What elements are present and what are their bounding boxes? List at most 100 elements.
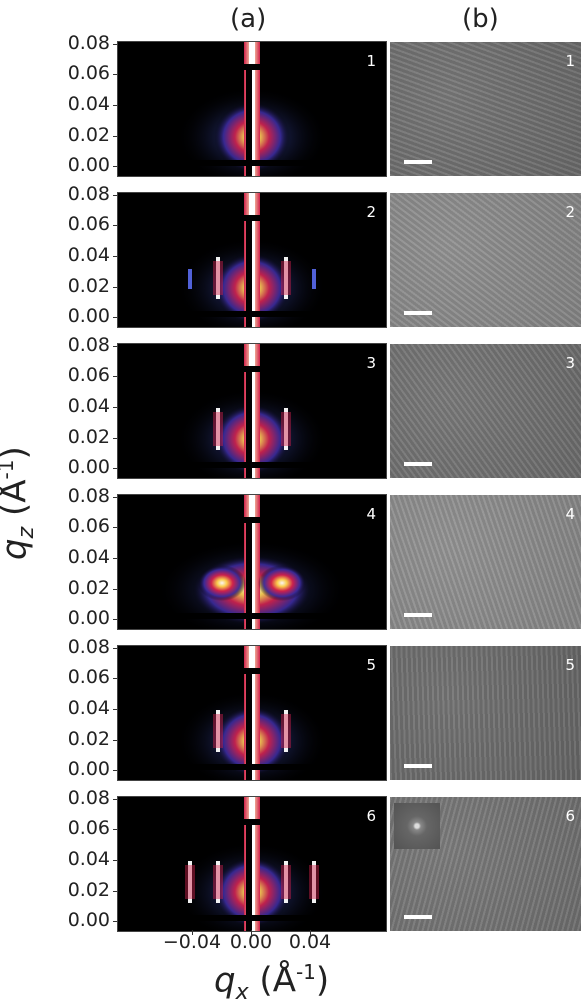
y-tick-label: 0.00 bbox=[67, 758, 110, 780]
y-tick-label: 0.06 bbox=[67, 817, 110, 839]
y-tick-label: 0.08 bbox=[67, 183, 110, 205]
panel-number: 3 bbox=[366, 354, 376, 372]
y-tick-mark bbox=[113, 829, 118, 830]
x-axis-unit-exp: -1 bbox=[295, 960, 316, 984]
bragg-peak-halo bbox=[281, 865, 291, 899]
x-tick-label: 0.04 bbox=[288, 931, 332, 953]
bragg-peak-halo bbox=[185, 865, 195, 899]
beamstop-upper-bar bbox=[222, 366, 282, 372]
y-tick-mark bbox=[113, 74, 118, 75]
beamstop-vertical bbox=[246, 66, 252, 176]
y-tick-mark bbox=[113, 619, 118, 620]
x-axis-label: qx (Å-1) bbox=[214, 960, 329, 1005]
y-tick-label: 0.06 bbox=[67, 213, 110, 235]
bragg-peak bbox=[216, 257, 220, 299]
sem-micrograph-3: 3 bbox=[390, 344, 581, 478]
panel-number: 3 bbox=[565, 354, 575, 372]
y-tick-mark bbox=[113, 44, 118, 45]
sem-micrograph-4: 4 bbox=[390, 495, 581, 629]
x-tick-mark bbox=[310, 930, 311, 935]
y-tick-mark bbox=[113, 921, 118, 922]
y-tick-label: 0.02 bbox=[67, 426, 110, 448]
panel-number: 1 bbox=[366, 52, 376, 70]
y-tick-mark bbox=[113, 256, 118, 257]
gisaxs-panel-1: 1 bbox=[117, 41, 387, 177]
bragg-peak-halo bbox=[309, 865, 319, 899]
scale-bar bbox=[404, 462, 432, 466]
detector-gap bbox=[138, 160, 366, 166]
y-tick-label: 0.04 bbox=[67, 244, 110, 266]
column-header-a: (a) bbox=[230, 4, 267, 34]
y-tick-mark bbox=[113, 195, 118, 196]
x-axis-subscript: x bbox=[235, 980, 249, 1005]
y-tick-label: 0.04 bbox=[67, 848, 110, 870]
bragg-peak-halo bbox=[213, 261, 223, 295]
y-tick-label: 0.02 bbox=[67, 577, 110, 599]
y-tick-mark bbox=[113, 317, 118, 318]
panel-number: 1 bbox=[565, 52, 575, 70]
bragg-peak bbox=[188, 861, 192, 903]
y-tick-label: 0.08 bbox=[67, 32, 110, 54]
y-tick-label: 0.04 bbox=[67, 395, 110, 417]
y-tick-label: 0.06 bbox=[67, 515, 110, 537]
y-tick-label: 0.06 bbox=[67, 666, 110, 688]
y-tick-label: 0.02 bbox=[67, 124, 110, 146]
scale-bar bbox=[404, 764, 432, 768]
y-tick-label: 0.04 bbox=[67, 697, 110, 719]
sem-micrograph-5: 5 bbox=[390, 646, 581, 780]
scattering-pattern bbox=[138, 495, 366, 629]
bragg-peak-halo bbox=[213, 714, 223, 748]
beamstop-upper-bar bbox=[222, 64, 282, 70]
detector-gap bbox=[138, 764, 366, 770]
scale-bar bbox=[404, 160, 432, 164]
beamstop-upper-bar bbox=[222, 819, 282, 825]
beamstop-upper-bar bbox=[222, 215, 282, 221]
detector-gap bbox=[138, 613, 366, 619]
panel-number: 5 bbox=[366, 656, 376, 674]
y-tick-mark bbox=[113, 558, 118, 559]
y-tick-mark bbox=[113, 740, 118, 741]
scale-bar bbox=[404, 915, 432, 919]
y-tick-label: 0.00 bbox=[67, 607, 110, 629]
scattering-pattern bbox=[138, 646, 366, 780]
y-tick-mark bbox=[113, 468, 118, 469]
panel-number: 2 bbox=[565, 203, 575, 221]
bragg-peak-halo bbox=[281, 412, 291, 446]
y-tick-mark bbox=[113, 860, 118, 861]
x-tick-label: 0.00 bbox=[229, 931, 273, 953]
bragg-peak-secondary bbox=[312, 269, 316, 289]
scattering-pattern bbox=[138, 344, 366, 478]
fft-inset bbox=[394, 803, 440, 849]
y-tick-mark bbox=[113, 376, 118, 377]
y-tick-mark bbox=[113, 225, 118, 226]
y-tick-mark bbox=[113, 438, 118, 439]
panel-number: 4 bbox=[565, 505, 575, 523]
x-tick-mark bbox=[251, 930, 252, 935]
y-tick-mark bbox=[113, 105, 118, 106]
gisaxs-panel-3: 3 bbox=[117, 343, 387, 479]
y-tick-label: 0.00 bbox=[67, 305, 110, 327]
panel-number: 6 bbox=[565, 807, 575, 825]
beamstop-vertical bbox=[246, 217, 252, 327]
bragg-peak bbox=[284, 257, 288, 299]
panel-number: 6 bbox=[366, 807, 376, 825]
bragg-peak bbox=[284, 408, 288, 450]
bragg-peak bbox=[216, 710, 220, 752]
detector-gap bbox=[138, 311, 366, 317]
panel-number: 2 bbox=[366, 203, 376, 221]
panel-number: 5 bbox=[565, 656, 575, 674]
bragg-peak-halo bbox=[213, 412, 223, 446]
y-tick-label: 0.00 bbox=[67, 154, 110, 176]
y-tick-mark bbox=[113, 166, 118, 167]
y-tick-label: 0.02 bbox=[67, 728, 110, 750]
sem-micrograph-2: 2 bbox=[390, 193, 581, 327]
y-tick-mark bbox=[113, 770, 118, 771]
y-tick-label: 0.06 bbox=[67, 62, 110, 84]
bragg-peak bbox=[312, 861, 316, 903]
beamstop-vertical bbox=[246, 670, 252, 780]
y-tick-mark bbox=[113, 527, 118, 528]
x-tick-mark bbox=[192, 930, 193, 935]
beamstop-vertical bbox=[246, 368, 252, 478]
y-tick-mark bbox=[113, 678, 118, 679]
bragg-peak-halo bbox=[281, 714, 291, 748]
